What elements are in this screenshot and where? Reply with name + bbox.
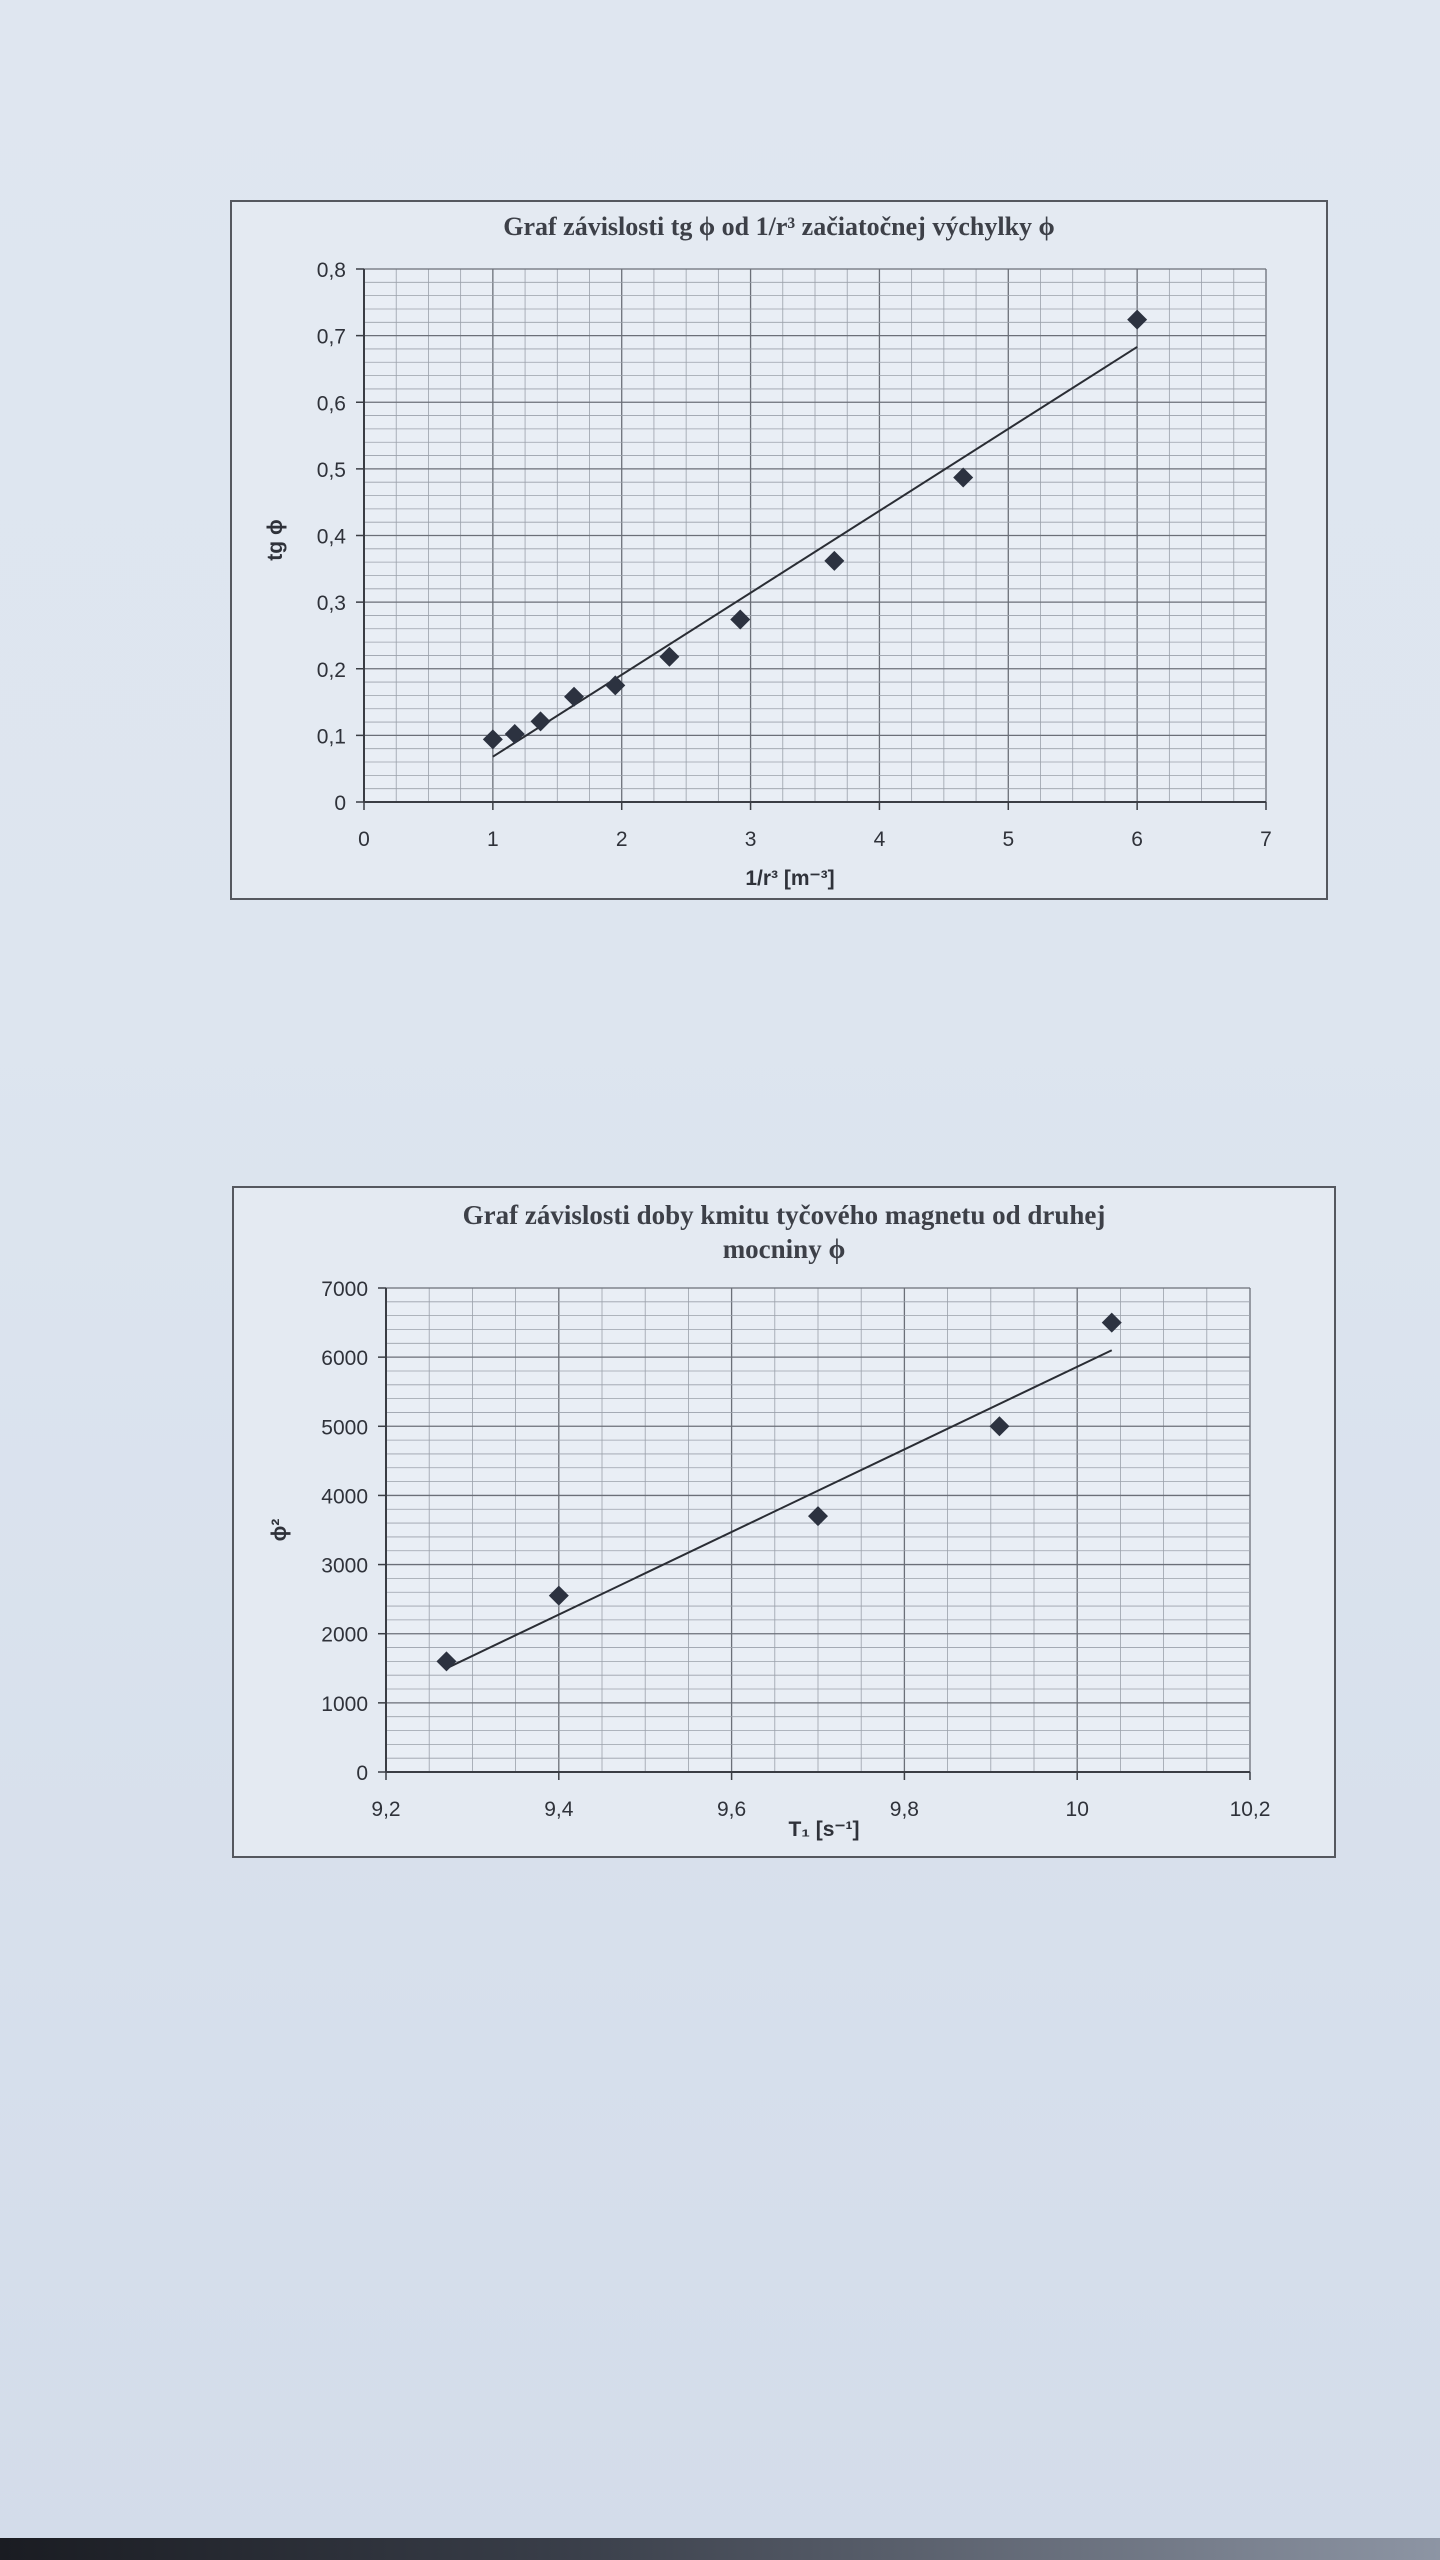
y-tick-label: 5000 xyxy=(321,1416,368,1439)
trendline xyxy=(492,346,1138,758)
data-point xyxy=(564,686,585,707)
x-tick-label: 9,2 xyxy=(371,1798,400,1821)
x-tick-label: 6 xyxy=(1131,828,1143,851)
y-tick-label: 0,7 xyxy=(317,326,346,349)
x-tick-label: 1 xyxy=(487,828,499,851)
chart-2-frame: Graf závislosti doby kmitu tyčového magn… xyxy=(232,1186,1336,1858)
y-tick-label: 0,8 xyxy=(317,259,346,282)
x-tick-label: 9,4 xyxy=(544,1798,574,1821)
y-tick-label: 6000 xyxy=(321,1347,368,1370)
y-tick-label: 0 xyxy=(334,792,346,815)
y-tick-label: 1000 xyxy=(321,1693,368,1716)
y-axis-title: ϕ² xyxy=(268,1519,291,1542)
data-point xyxy=(730,609,751,630)
chart-1-frame: Graf závislosti tg ϕ od 1/r³ začiatočnej… xyxy=(230,200,1328,900)
x-axis-title: T₁ [s⁻¹] xyxy=(788,1818,859,1841)
data-point xyxy=(808,1506,828,1527)
data-point xyxy=(504,724,525,745)
trendline xyxy=(446,1349,1113,1670)
x-tick-label: 10 xyxy=(1066,1798,1089,1821)
x-tick-label: 0 xyxy=(358,828,370,851)
y-tick-label: 0,6 xyxy=(317,392,346,415)
chart-2-svg: 9,2 9,4 9,6 9,8 10 10,2 0 1000 2000 3000 4000 5000 6… xyxy=(268,1278,1271,1841)
data-point xyxy=(530,711,551,732)
y-tick-label: 3000 xyxy=(321,1555,368,1578)
x-tick-label: 2 xyxy=(616,828,628,851)
chart-1-title: Graf závislosti tg ϕ od 1/r³ začiatočnej… xyxy=(503,212,1055,241)
data-point xyxy=(824,550,845,571)
data-point xyxy=(548,1585,569,1606)
data-point xyxy=(659,646,680,667)
y-tick-label: 0,4 xyxy=(317,526,347,549)
y-axis-title: tg ϕ xyxy=(264,519,287,560)
x-tick-label: 5 xyxy=(1002,828,1014,851)
data-point xyxy=(1127,309,1148,330)
y-tick-label: 4000 xyxy=(321,1485,368,1508)
y-tick-label: 0,1 xyxy=(317,725,346,748)
y-tick-label: 0 xyxy=(356,1762,368,1785)
y-tick-label: 7000 xyxy=(321,1278,368,1301)
x-tick-label: 3 xyxy=(745,828,757,851)
y-tick-label: 2000 xyxy=(321,1624,368,1647)
y-tick-label: 0,3 xyxy=(317,592,346,615)
x-tick-label: 9,6 xyxy=(717,1798,746,1821)
data-point xyxy=(605,675,626,696)
data-point xyxy=(953,467,974,488)
y-tick-label: 0,2 xyxy=(317,659,346,682)
y-tick-label: 0,5 xyxy=(317,459,346,482)
chart-1-svg: 0 1 2 3 4 5 6 7 0 0,1 0,2 0,3 0,4 0,5 0,6 0,7 0,8 1/r³ [m… xyxy=(264,259,1272,890)
data-point xyxy=(482,729,503,750)
data-point xyxy=(436,1651,457,1672)
x-tick-label: 4 xyxy=(874,828,886,851)
chart-2-title: Graf závislosti doby kmitu tyčového magn… xyxy=(462,1200,1106,1264)
photo-edge-shadow xyxy=(0,2538,1440,2560)
x-axis-title: 1/r³ [m⁻³] xyxy=(745,867,834,890)
data-point xyxy=(989,1416,1010,1437)
data-point xyxy=(1101,1312,1122,1333)
x-tick-label: 10,2 xyxy=(1230,1798,1271,1821)
x-tick-label: 7 xyxy=(1260,828,1272,851)
x-tick-label: 9,8 xyxy=(890,1798,919,1821)
